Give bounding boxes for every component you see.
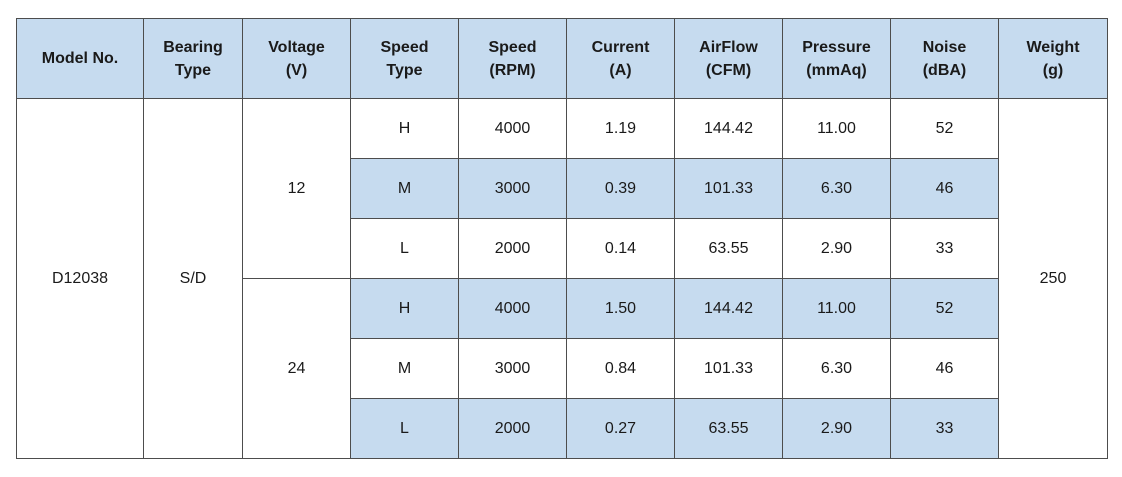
header-cell: Current (A) bbox=[566, 18, 675, 99]
value-cell: 46 bbox=[890, 338, 999, 399]
header-line: Speed bbox=[380, 38, 429, 56]
header-cell: Weight (g) bbox=[998, 18, 1108, 99]
value-cell: 144.42 bbox=[674, 278, 783, 339]
value-cell: 0.84 bbox=[566, 338, 675, 399]
header-line: Pressure bbox=[802, 38, 871, 56]
value-cell: 0.14 bbox=[566, 218, 675, 279]
value-cell: 11.00 bbox=[782, 98, 891, 159]
spec-table: Model No. Bearing Type Voltage (V) Speed Type S… bbox=[16, 18, 1108, 459]
header-cell: Speed (RPM) bbox=[458, 18, 567, 99]
value-cell: 0.39 bbox=[566, 158, 675, 219]
value-cell: L bbox=[350, 218, 459, 279]
header-cell: Pressure (mmAq) bbox=[782, 18, 891, 99]
header-line: Noise bbox=[922, 38, 967, 56]
value-cell: 2000 bbox=[458, 398, 567, 459]
header-cell: Bearing Type bbox=[143, 18, 243, 99]
header-line: Speed bbox=[488, 38, 537, 56]
header-cell: Speed Type bbox=[350, 18, 459, 99]
value-cell: 2000 bbox=[458, 218, 567, 279]
value-cell: 0.27 bbox=[566, 398, 675, 459]
value-cell: 52 bbox=[890, 278, 999, 339]
header-cell: AirFlow (CFM) bbox=[674, 18, 783, 99]
value-cell: 11.00 bbox=[782, 278, 891, 339]
model-cell: D12038 bbox=[16, 98, 144, 459]
header-line: Type bbox=[386, 61, 423, 79]
value-cell: 3000 bbox=[458, 338, 567, 399]
header-line: (g) bbox=[1042, 61, 1064, 79]
header-line: (A) bbox=[609, 61, 632, 79]
data-row: L 2000 0.27 63.55 2.90 33 bbox=[17, 398, 1108, 459]
value-cell: 63.55 bbox=[674, 218, 783, 279]
voltage-cell: 12 bbox=[242, 98, 351, 279]
header-line: AirFlow bbox=[699, 38, 758, 56]
value-cell: 46 bbox=[890, 158, 999, 219]
header-row: Model No. Bearing Type Voltage (V) Speed Type S… bbox=[16, 18, 1108, 99]
value-cell: 1.50 bbox=[566, 278, 675, 339]
value-cell: 3000 bbox=[458, 158, 567, 219]
header-line: (dBA) bbox=[922, 61, 967, 79]
header-line: Type bbox=[174, 61, 212, 79]
value-cell: 6.30 bbox=[782, 338, 891, 399]
table-body: D12038 S/D 12 H 4000 1.19 144.42 11.00 52 250 M 300… bbox=[16, 98, 1108, 459]
header-line: Weight bbox=[1026, 38, 1080, 56]
header-line: Bearing bbox=[163, 38, 223, 56]
bearing-cell: S/D bbox=[143, 98, 243, 459]
value-cell: M bbox=[350, 158, 459, 219]
value-cell: L bbox=[350, 398, 459, 459]
value-cell: 52 bbox=[890, 98, 999, 159]
voltage-cell: 24 bbox=[242, 278, 351, 459]
header-cell: Voltage (V) bbox=[242, 18, 351, 99]
header-line: (V) bbox=[285, 61, 308, 79]
data-row: D12038 S/D 12 H 4000 1.19 144.42 11.00 52 250 bbox=[16, 98, 1108, 459]
header-line: (mmAq) bbox=[806, 61, 867, 79]
value-cell: 6.30 bbox=[782, 158, 891, 219]
data-row: 24 H 4000 1.50 144.42 11.00 52 bbox=[17, 278, 1108, 459]
weight-cell: 250 bbox=[998, 98, 1108, 459]
value-cell: H bbox=[350, 98, 459, 159]
value-cell: 101.33 bbox=[674, 158, 783, 219]
header-line: Current bbox=[591, 38, 650, 56]
data-row: M 3000 0.39 101.33 6.30 46 bbox=[17, 158, 1108, 219]
header-cell: Noise (dBA) bbox=[890, 18, 999, 99]
value-cell: 4000 bbox=[458, 98, 567, 159]
value-cell: 2.90 bbox=[782, 218, 891, 279]
value-cell: 2.90 bbox=[782, 398, 891, 459]
value-cell: 33 bbox=[890, 398, 999, 459]
data-row: M 3000 0.84 101.33 6.30 46 bbox=[17, 338, 1108, 399]
header-line: (RPM) bbox=[489, 61, 536, 79]
header-line: (CFM) bbox=[705, 61, 752, 79]
value-cell: M bbox=[350, 338, 459, 399]
value-cell: 33 bbox=[890, 218, 999, 279]
value-cell: 63.55 bbox=[674, 398, 783, 459]
header-cell: Model No. bbox=[16, 18, 144, 99]
header-line: Voltage bbox=[268, 38, 325, 56]
value-cell: H bbox=[350, 278, 459, 339]
value-cell: 4000 bbox=[458, 278, 567, 339]
value-cell: 144.42 bbox=[674, 98, 783, 159]
value-cell: 1.19 bbox=[566, 98, 675, 159]
header-line: Model No. bbox=[41, 50, 119, 67]
value-cell: 101.33 bbox=[674, 338, 783, 399]
